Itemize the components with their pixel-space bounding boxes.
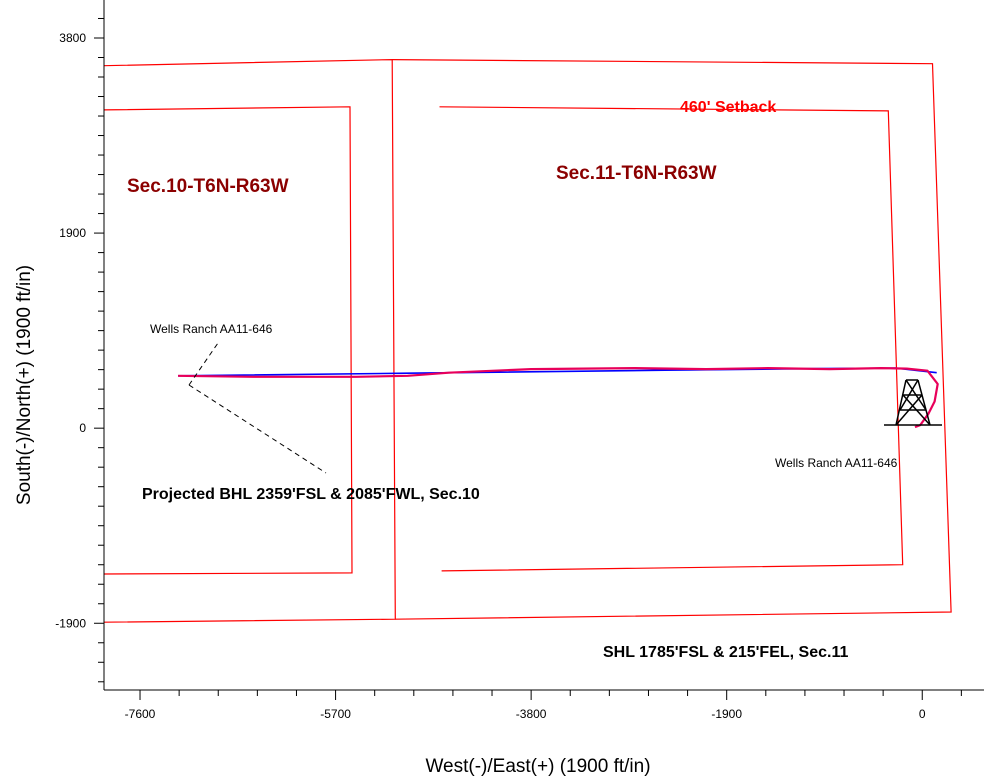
section-line-3 [103, 106, 353, 575]
y-tick-label: 1900 [59, 226, 86, 240]
drilling-rig-icon [884, 379, 942, 426]
bhl-note: Projected BHL 2359'FSL & 2085'FWL, Sec.1… [142, 486, 480, 503]
bhl-well-name: Wells Ranch AA11-646 [150, 322, 273, 336]
section-11-label: Sec.11-T6N-R63W [556, 163, 717, 184]
x-tick-label: -7600 [125, 707, 156, 721]
section-line-2 [392, 59, 952, 620]
setback-label: 460' Setback [680, 99, 776, 116]
x-tick-label: -1900 [711, 707, 742, 721]
shl-note: SHL 1785'FSL & 215'FEL, Sec.11 [603, 644, 848, 661]
y-tick-label: -1900 [55, 616, 86, 630]
y-tick-label: 3800 [59, 31, 86, 45]
section-10-label: Sec.10-T6N-R63W [127, 176, 289, 197]
actual-wellpath [178, 367, 939, 429]
y-axis-title: South(-)/North(+) (1900 ft/in) [14, 265, 35, 505]
x-tick-label: 0 [919, 707, 926, 721]
x-axis-title: West(-)/East(+) (1900 ft/in) [425, 756, 650, 777]
wellbore-paths [178, 367, 939, 429]
x-tick-label: -3800 [516, 707, 547, 721]
shl-well-name: Wells Ranch AA11-646 [775, 456, 898, 470]
bhl-leader-lower [188, 384, 327, 474]
axes [94, 0, 984, 700]
bhl-leader-lines [188, 342, 327, 474]
x-tick-label: -5700 [320, 707, 351, 721]
bhl-leader-upper [188, 342, 219, 386]
tick-labels: -7600 -5700 -3800 -1900 0 -1900 0 1900 3800 [55, 31, 926, 721]
y-tick-label: 0 [79, 421, 86, 435]
section-line-4 [439, 106, 904, 572]
section-boundaries [103, 58, 952, 623]
section-line-1 [103, 58, 396, 623]
